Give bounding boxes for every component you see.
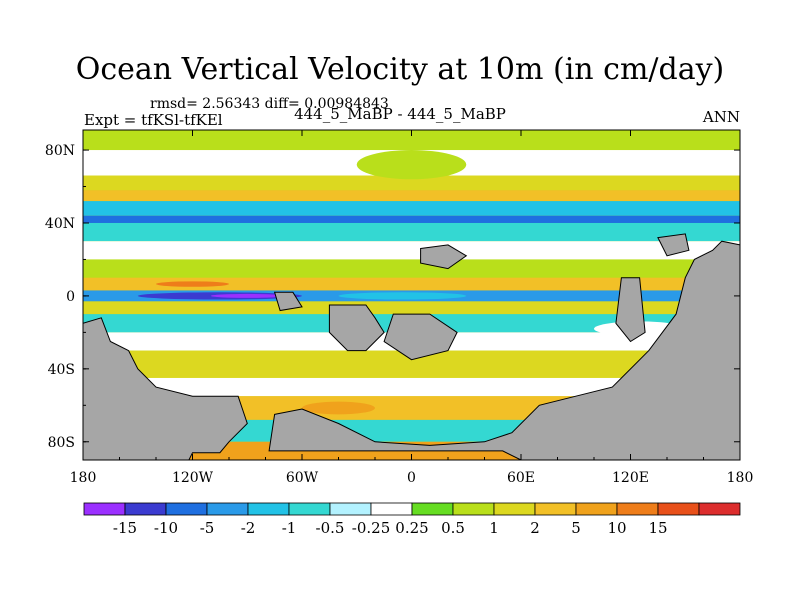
colorbar-box [452,502,495,516]
colorbar-label: -5 [200,519,215,537]
y-tick-label: 0 [66,289,75,305]
land-island-d [273,291,303,312]
land-island-e [615,277,646,343]
colorbar-label: 5 [571,519,581,537]
field-feature [302,401,375,415]
land-layer [83,233,740,460]
zonal-band [83,175,740,191]
colorbar-label: 15 [648,519,667,537]
colorbar-label: 10 [607,519,626,537]
colorbar-box [370,502,413,516]
colorbar-box [206,502,249,516]
zonal-band [83,222,740,242]
colorbar-box [493,502,536,516]
zonal-band [83,131,740,151]
field-feature [356,150,467,180]
y-tick-label: 40N [45,216,75,232]
chart-title: Ocean Vertical Velocity at 10m (in cm/da… [75,52,725,87]
colorbar-label: -1 [282,519,297,537]
season-label: ANN [702,108,740,126]
colorbar-label: -15 [113,519,137,537]
colorbar-label: 0.25 [395,519,428,537]
y-tick-label: 80S [48,435,75,451]
x-tick-label: 0 [407,470,416,486]
colorbar-label: -10 [154,519,178,537]
colorbar-label: 2 [530,519,540,537]
colorbar-box [698,502,741,516]
field-feature [156,281,229,287]
colorbar-box [165,502,208,516]
x-tick-label: 120W [172,470,214,486]
x-tick-label: 60W [286,470,319,486]
land-island-c [420,244,468,270]
colorbar-label: 0.5 [441,519,465,537]
stats-label: rmsd= 2.56343 diff= 0.00984843 [150,96,389,112]
colorbar-box [124,502,167,516]
colorbar-label: -2 [241,519,256,537]
cases-label: 444_5_MaBP - 444_5_MaBP [294,105,506,123]
colorbar-box [83,502,126,516]
colorbar-box [329,502,372,516]
land-island-f [657,233,690,257]
land-south-america-africa [83,317,248,460]
land-continent-b [383,313,458,361]
colorbar-label: -0.5 [316,519,345,537]
experiment-label: Expt = tfKSl-tfKEl [84,111,223,129]
colorbar-box [247,502,290,516]
y-tick-label: 80N [45,143,75,159]
zonal-band [83,301,740,315]
colorbar: -15 -10 -5 -2 -1 -0.5 -0.25 0.25 0.5 1 2 5 10 15 [83,502,741,537]
x-tick-label: 60E [507,470,535,486]
colorbar-box [288,502,331,516]
y-tick-label: 40S [48,362,75,378]
zonal-band [83,377,740,397]
zonal-band [83,277,740,291]
colorbar-box [575,502,618,516]
colorbar-box [534,502,577,516]
field-feature [338,292,467,300]
x-tick-label: 180 [727,470,754,486]
colorbar-box [411,502,454,516]
land-southern-landmass [268,240,740,460]
colorbar-box [616,502,659,516]
zonal-band [83,190,740,202]
colorbar-label: -0.25 [352,519,390,537]
x-tick-label: 120E [612,470,649,486]
colorbar-box [657,502,700,516]
zonal-band [83,215,740,223]
zonal-band [83,241,740,260]
colorbar-label: 1 [489,519,499,537]
field-feature [448,336,540,347]
x-tick-label: 180 [70,470,97,486]
axes-layer: 180 120W 60W 0 60E 120E 180 80N 40N 0 40S 80S [45,130,753,486]
zonal-band [83,201,740,216]
field-feature [210,293,284,298]
land-continent-a [328,304,385,352]
zonal-band [83,259,740,278]
